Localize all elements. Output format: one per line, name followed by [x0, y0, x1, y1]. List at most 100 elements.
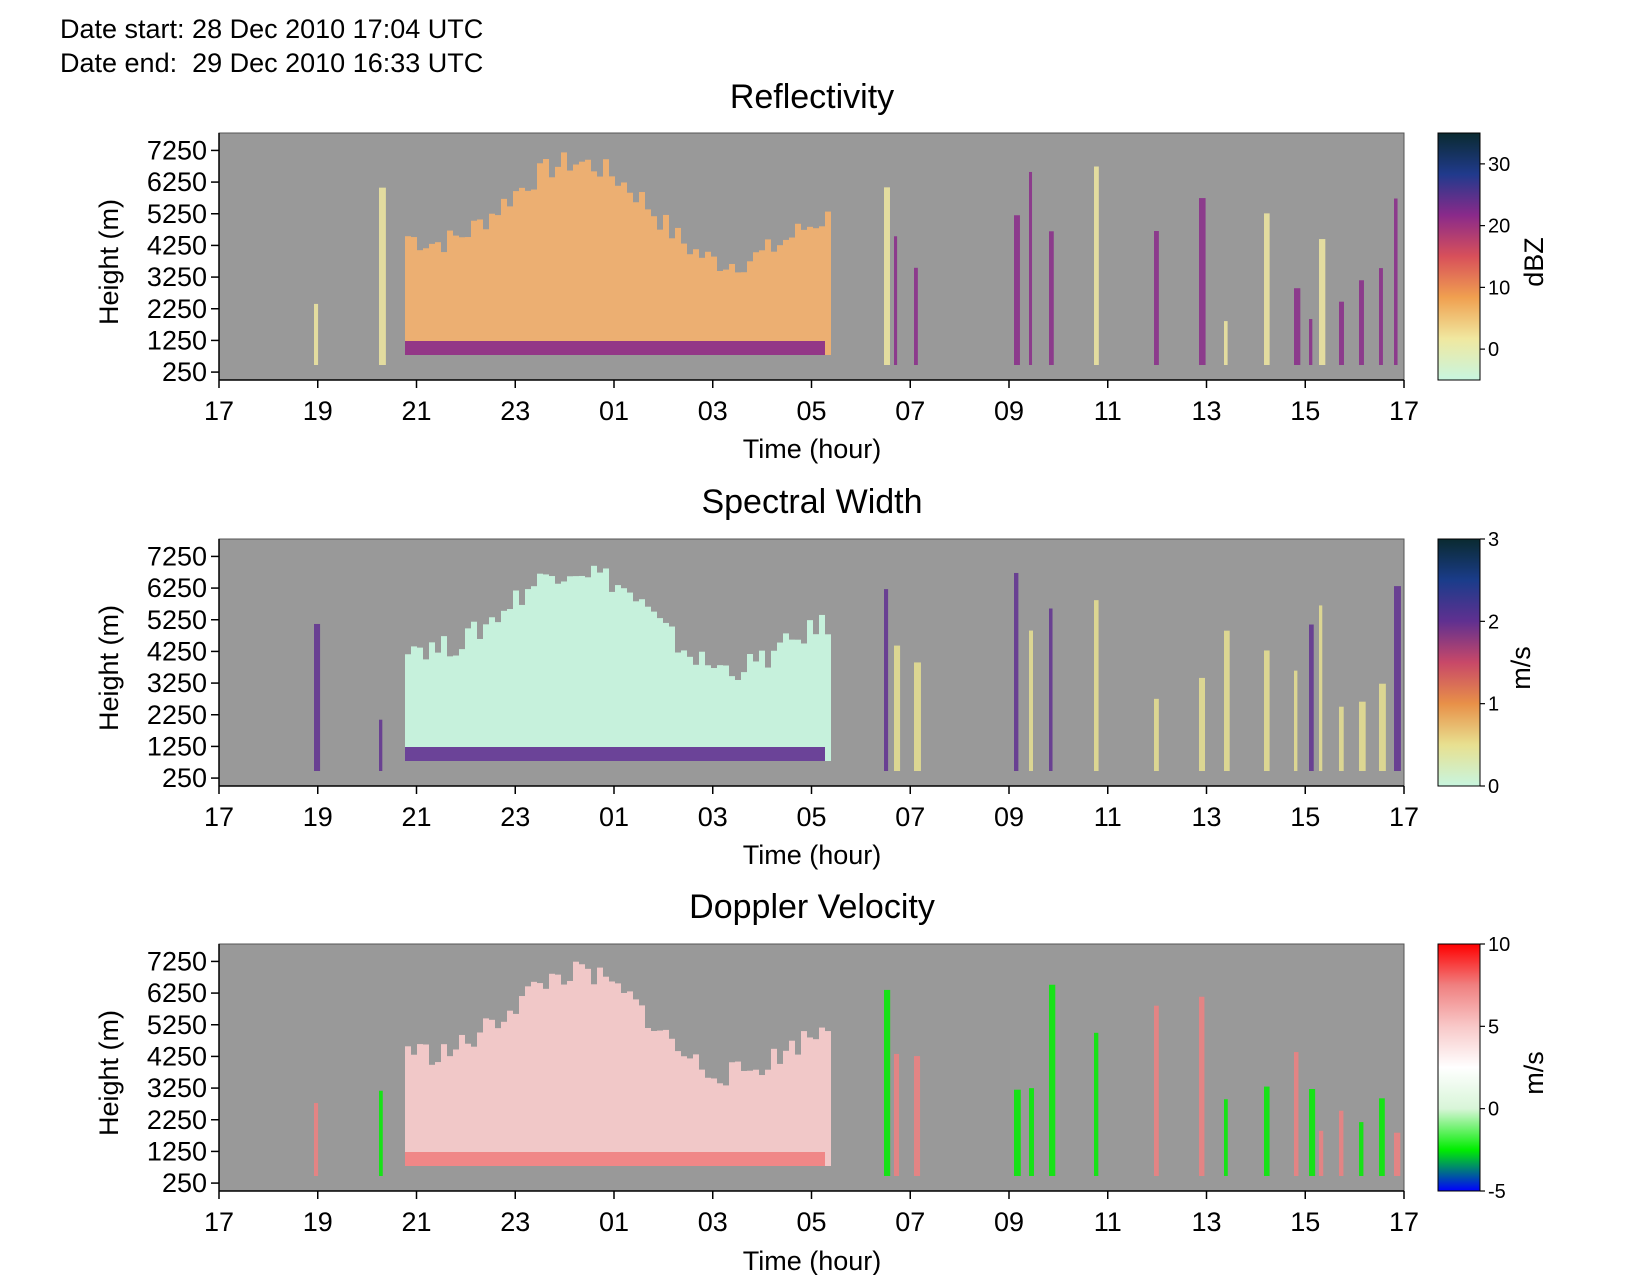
x-axis-label: Time (hour) — [743, 840, 882, 870]
y-tick-label: 4250 — [147, 636, 207, 666]
y-tick-label: 2250 — [147, 700, 207, 730]
y-tick-label: 2250 — [147, 294, 207, 324]
colorbar-tick-label: 10 — [1488, 934, 1510, 956]
x-tick-label: 17 — [1389, 802, 1419, 832]
colorbar-gradient — [1437, 943, 1481, 1192]
y-tick-label: 250 — [162, 1168, 207, 1198]
y-tick-label: 6250 — [147, 573, 207, 603]
colorbar-tick-label: 1 — [1488, 694, 1499, 716]
x-tick-label: 03 — [698, 1207, 728, 1237]
echo-texture — [314, 961, 1401, 1176]
plot-area — [218, 132, 1405, 381]
x-tick-label: 15 — [1290, 1207, 1320, 1237]
colorbar: 0 1 2 3 — [1437, 529, 1499, 798]
x-tick-label: 03 — [698, 396, 728, 426]
y-tick-label: 5250 — [147, 1010, 207, 1040]
colorbar-gradient — [1437, 538, 1481, 787]
y-tick-label: 3250 — [147, 1073, 207, 1103]
colorbar: 0 10 20 30 — [1437, 132, 1510, 381]
echo-texture — [314, 565, 1401, 771]
y-tick-label: 4250 — [147, 230, 207, 260]
x-tick-label: 17 — [204, 396, 234, 426]
x-tick-label: 05 — [796, 396, 826, 426]
y-tick-label: 6250 — [147, 978, 207, 1008]
x-tick-label: 21 — [401, 396, 431, 426]
y-tick-label: 7250 — [147, 541, 207, 571]
y-tick-label: 7250 — [147, 135, 207, 165]
colorbar-tick-label: 3 — [1488, 529, 1499, 551]
x-tick-label: 09 — [994, 802, 1024, 832]
colorbar-tick-label: 2 — [1488, 611, 1499, 633]
y-tick-label: 4250 — [147, 1041, 207, 1071]
y-tick-label: 1250 — [147, 325, 207, 355]
date-header: Date start: 28 Dec 2010 17:04 UTC Date e… — [60, 12, 483, 80]
y-tick-label: 7250 — [147, 946, 207, 976]
x-tick-label: 19 — [303, 802, 333, 832]
y-tick-label: 3250 — [147, 668, 207, 698]
colorbar-tick-label: 10 — [1488, 277, 1510, 299]
x-tick-label: 23 — [500, 396, 530, 426]
x-axis: 17 19 21 23 01 03 05 07 09 11 13 15 17 — [204, 379, 1419, 426]
x-tick-label: 23 — [500, 1207, 530, 1237]
x-tick-label: 23 — [500, 802, 530, 832]
colorbar-tick-label: 0 — [1488, 1099, 1499, 1121]
colorbar-tick-label: 5 — [1488, 1016, 1499, 1038]
y-tick-label: 1250 — [147, 731, 207, 761]
colorbar-label: m/s — [1506, 646, 1536, 690]
x-tick-label: 17 — [1389, 396, 1419, 426]
x-tick-label: 13 — [1191, 396, 1221, 426]
x-tick-label: 05 — [796, 802, 826, 832]
panel-title: Spectral Width — [701, 483, 922, 521]
x-tick-label: 19 — [303, 1207, 333, 1237]
panel-reflectivity: Reflectivity 250125022503250425052506250… — [94, 78, 1549, 464]
colorbar: -5 0 5 10 — [1437, 934, 1510, 1203]
x-tick-label: 13 — [1191, 1207, 1221, 1237]
colorbar-tick-label: 20 — [1488, 216, 1510, 238]
x-tick-label: 07 — [895, 1207, 925, 1237]
x-tick-label: 11 — [1094, 1207, 1122, 1237]
y-tick-label: 2250 — [147, 1105, 207, 1135]
x-tick-label: 07 — [895, 802, 925, 832]
colorbar-tick-label: 0 — [1488, 776, 1499, 798]
y-tick-label: 250 — [162, 763, 207, 793]
colorbar-label: m/s — [1519, 1051, 1549, 1095]
panel-spectral-width: Spectral Width 2501250225032504250525062… — [94, 483, 1536, 870]
y-tick-label: 5250 — [147, 199, 207, 229]
x-tick-label: 21 — [401, 1207, 431, 1237]
echo-texture — [314, 152, 1398, 365]
x-tick-label: 11 — [1094, 802, 1122, 832]
x-axis: 17 19 21 23 01 03 05 07 09 11 13 15 17 — [204, 1190, 1419, 1237]
x-tick-label: 01 — [599, 396, 629, 426]
x-axis-label: Time (hour) — [743, 434, 882, 464]
x-tick-label: 01 — [599, 1207, 629, 1237]
x-tick-label: 09 — [994, 1207, 1024, 1237]
colorbar-label: dBZ — [1519, 237, 1549, 287]
x-axis-label: Time (hour) — [743, 1246, 882, 1275]
x-tick-label: 13 — [1191, 802, 1221, 832]
colorbar-tick-label: -5 — [1488, 1181, 1506, 1203]
x-tick-label: 17 — [204, 1207, 234, 1237]
x-tick-label: 21 — [401, 802, 431, 832]
panel-doppler-velocity: Doppler Velocity 25012502250325042505250… — [94, 888, 1549, 1275]
colorbar-tick-label: 30 — [1488, 154, 1510, 176]
colorbar-tick-label: 0 — [1488, 339, 1499, 361]
plot-area — [218, 943, 1405, 1192]
x-tick-label: 03 — [698, 802, 728, 832]
x-tick-label: 01 — [599, 802, 629, 832]
y-tick-label: 250 — [162, 357, 207, 387]
y-axis-label: Height (m) — [94, 605, 124, 731]
x-axis: 17 19 21 23 01 03 05 07 09 11 13 15 17 — [204, 785, 1419, 832]
x-tick-label: 11 — [1094, 396, 1122, 426]
x-tick-label: 15 — [1290, 396, 1320, 426]
x-tick-label: 15 — [1290, 802, 1320, 832]
y-axis-label: Height (m) — [94, 199, 124, 325]
y-axis-label: Height (m) — [94, 1010, 124, 1136]
panel-title: Reflectivity — [730, 78, 894, 116]
x-tick-label: 07 — [895, 396, 925, 426]
colorbar-gradient — [1437, 132, 1481, 381]
x-tick-label: 09 — [994, 396, 1024, 426]
x-tick-label: 19 — [303, 396, 333, 426]
